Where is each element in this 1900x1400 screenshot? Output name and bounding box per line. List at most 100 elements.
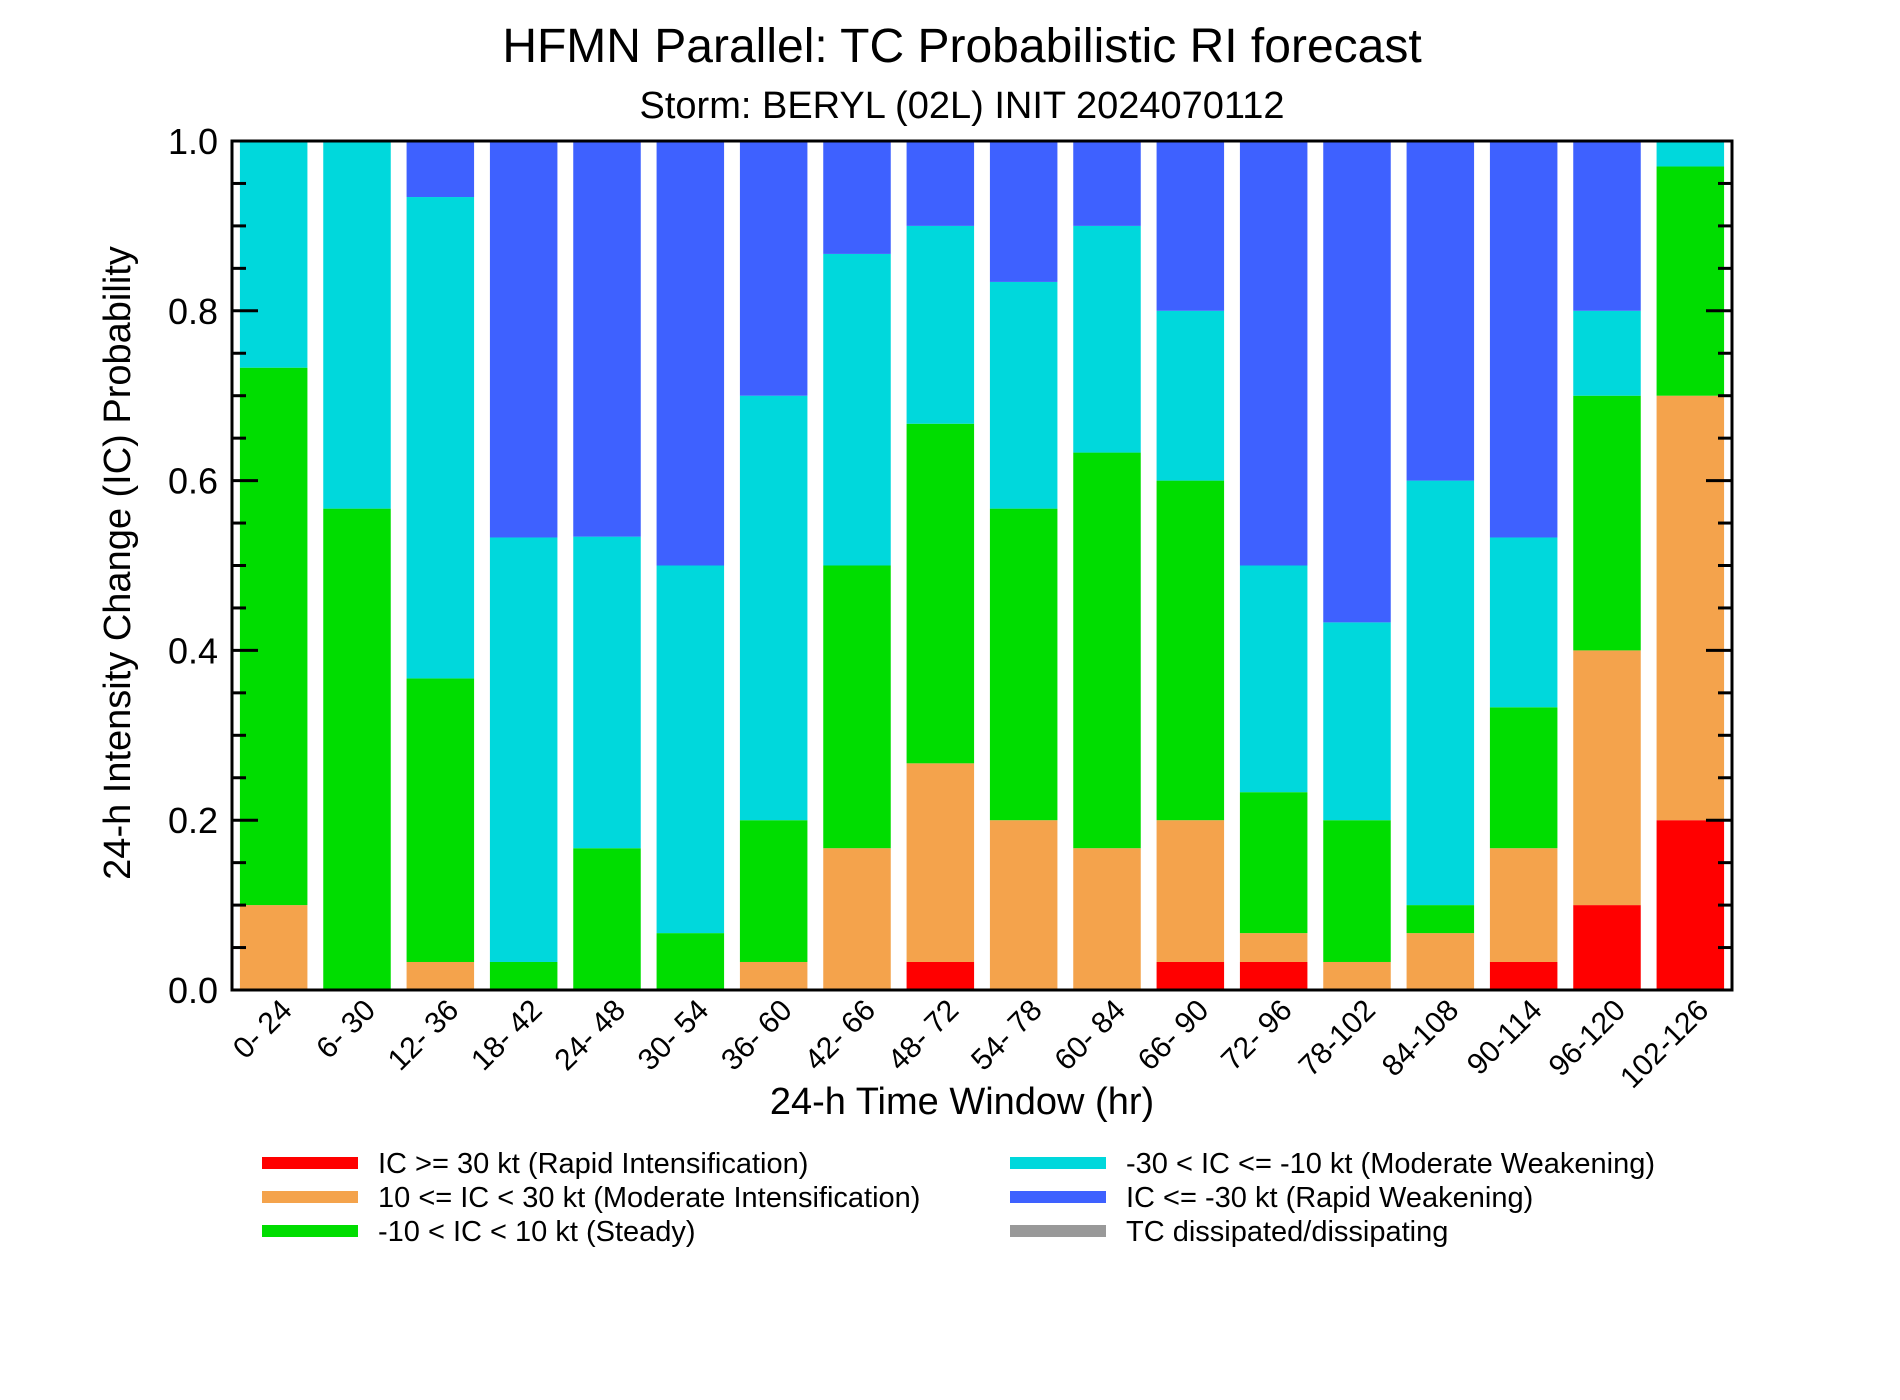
bar-segment-7-series-5 <box>739 141 808 396</box>
bar-segment-4-series-4 <box>489 537 558 962</box>
bar-segment-2-series-3 <box>323 508 391 990</box>
legend-label-5: IC <= -30 kt (Rapid Weakening) <box>1126 1182 1533 1214</box>
legend-label-3: -10 < IC < 10 kt (Steady) <box>378 1216 696 1248</box>
bar-segment-5-series-3 <box>573 848 641 990</box>
bar-segment-8-series-4 <box>823 253 891 566</box>
bar-segment-12-series-1 <box>1156 961 1225 990</box>
bar-segment-9-series-4 <box>906 225 975 424</box>
bar-segment-8-series-3 <box>823 565 891 849</box>
y-tick-label: 0.4 <box>168 630 218 671</box>
bar-segment-13-series-3 <box>1239 792 1308 934</box>
y-axis-label: 24-h Intensity Change (IC) Probability <box>97 246 139 880</box>
bar-segment-8-series-2 <box>823 848 891 990</box>
bar-segment-18-series-2 <box>1656 395 1725 821</box>
bar-segment-17-series-4 <box>1573 310 1641 396</box>
bar-segment-14-series-2 <box>1323 961 1391 990</box>
bar-segment-2-series-4 <box>323 141 391 509</box>
x-tick-label: 78-102 <box>1293 994 1382 1083</box>
bar-segment-18-series-3 <box>1656 166 1725 396</box>
bar-segment-11-series-4 <box>1073 225 1141 453</box>
legend-label-6: TC dissipated/dissipating <box>1126 1216 1448 1248</box>
bar-segment-3-series-2 <box>406 961 475 990</box>
x-tick-label: 60- 84 <box>1048 994 1131 1077</box>
legend-label-1: IC >= 30 kt (Rapid Intensification) <box>378 1148 808 1180</box>
bar-segment-16-series-3 <box>1489 707 1558 849</box>
bar-segment-1-series-3 <box>239 367 308 906</box>
bar-segment-4-series-3 <box>489 961 558 990</box>
x-tick-label: 90-114 <box>1461 994 1549 1082</box>
axes-layer: 0.0 0.2 0.4 0.6 0.8 1.0 <box>168 121 1734 1011</box>
bar-segment-10-series-4 <box>989 281 1058 509</box>
x-tick-label: 72- 96 <box>1215 994 1298 1077</box>
bar-segment-6-series-3 <box>656 933 725 990</box>
x-tick-label: 30- 54 <box>632 994 715 1077</box>
bar-segment-13-series-2 <box>1239 933 1308 962</box>
bar-segment-14-series-3 <box>1323 820 1391 962</box>
legend-label-2: 10 <= IC < 30 kt (Moderate Intensificati… <box>378 1182 920 1214</box>
bar-segment-10-series-2 <box>989 820 1058 990</box>
x-tick-label: 24- 48 <box>548 994 631 1077</box>
bar-segment-17-series-1 <box>1573 905 1641 990</box>
bar-segment-18-series-4 <box>1656 141 1725 167</box>
bar-segment-9-series-2 <box>906 763 975 962</box>
bar-segment-8-series-5 <box>823 141 891 254</box>
bar-segment-12-series-2 <box>1156 820 1225 962</box>
bar-segment-12-series-5 <box>1156 141 1225 311</box>
bar-segment-5-series-5 <box>573 141 641 537</box>
bar-segment-15-series-4 <box>1406 480 1475 906</box>
x-tick-label: 48- 72 <box>882 994 965 1077</box>
bar-segment-11-series-5 <box>1073 141 1141 226</box>
bar-segment-13-series-4 <box>1239 565 1308 793</box>
bar-segment-10-series-5 <box>989 141 1058 282</box>
bar-segment-15-series-2 <box>1406 933 1475 990</box>
bar-segment-9-series-1 <box>906 961 975 990</box>
bar-segment-4-series-5 <box>489 141 558 538</box>
x-tick-label: 102-126 <box>1614 994 1715 1095</box>
bar-segment-17-series-5 <box>1573 141 1641 311</box>
x-tick-label: 12- 36 <box>382 994 465 1077</box>
bar-segment-16-series-4 <box>1489 537 1558 708</box>
x-tick-label: 0- 24 <box>227 994 299 1066</box>
bar-segment-1-series-4 <box>239 141 308 368</box>
bar-segment-6-series-5 <box>656 141 725 566</box>
bar-segment-7-series-4 <box>739 395 808 821</box>
bar-segment-13-series-5 <box>1239 141 1308 566</box>
y-tick-label: 1.0 <box>168 121 218 162</box>
x-tick-label: 54- 78 <box>965 994 1048 1077</box>
bar-segment-7-series-3 <box>739 820 808 962</box>
x-tick-label: 66- 90 <box>1132 994 1215 1077</box>
legend-label-4: -30 < IC <= -10 kt (Moderate Weakening) <box>1126 1148 1655 1180</box>
bar-segment-11-series-2 <box>1073 848 1141 990</box>
bar-segment-7-series-2 <box>739 961 808 990</box>
x-tick-label: 84-108 <box>1376 994 1465 1083</box>
bar-segment-16-series-2 <box>1489 848 1558 962</box>
chart-title: HFMN Parallel: TC Probabilistic RI forec… <box>502 20 1421 73</box>
bar-segment-1-series-2 <box>239 905 308 990</box>
x-tick-label: 6- 30 <box>310 994 382 1066</box>
bar-segment-17-series-2 <box>1573 650 1641 906</box>
y-tick-label: 0.2 <box>168 800 218 841</box>
bar-segment-6-series-4 <box>656 565 725 934</box>
bar-segment-15-series-3 <box>1406 905 1475 934</box>
x-axis-label: 24-h Time Window (hr) <box>770 1081 1154 1123</box>
bar-segment-9-series-3 <box>906 423 975 764</box>
legend: IC >= 30 kt (Rapid Intensification)10 <=… <box>262 1148 1655 1248</box>
y-tick-label: 0.6 <box>168 461 218 502</box>
bar-segment-16-series-5 <box>1489 141 1558 538</box>
bar-segment-12-series-3 <box>1156 480 1225 821</box>
y-tick-label: 0.8 <box>168 291 218 332</box>
chart-subtitle: Storm: BERYL (02L) INIT 2024070112 <box>640 85 1285 127</box>
x-tick-label: 18- 42 <box>465 994 548 1077</box>
bar-segment-3-series-5 <box>406 141 475 198</box>
bar-segment-17-series-3 <box>1573 395 1641 651</box>
bar-segment-3-series-3 <box>406 678 475 962</box>
bar-segment-12-series-4 <box>1156 310 1225 481</box>
bars-layer <box>239 141 1725 990</box>
y-tick-label: 0.0 <box>168 970 218 1011</box>
bar-segment-14-series-5 <box>1323 141 1391 623</box>
x-tick-label: 42- 66 <box>798 994 881 1077</box>
x-tick-label: 36- 60 <box>715 994 798 1077</box>
bar-segment-16-series-1 <box>1489 961 1558 990</box>
